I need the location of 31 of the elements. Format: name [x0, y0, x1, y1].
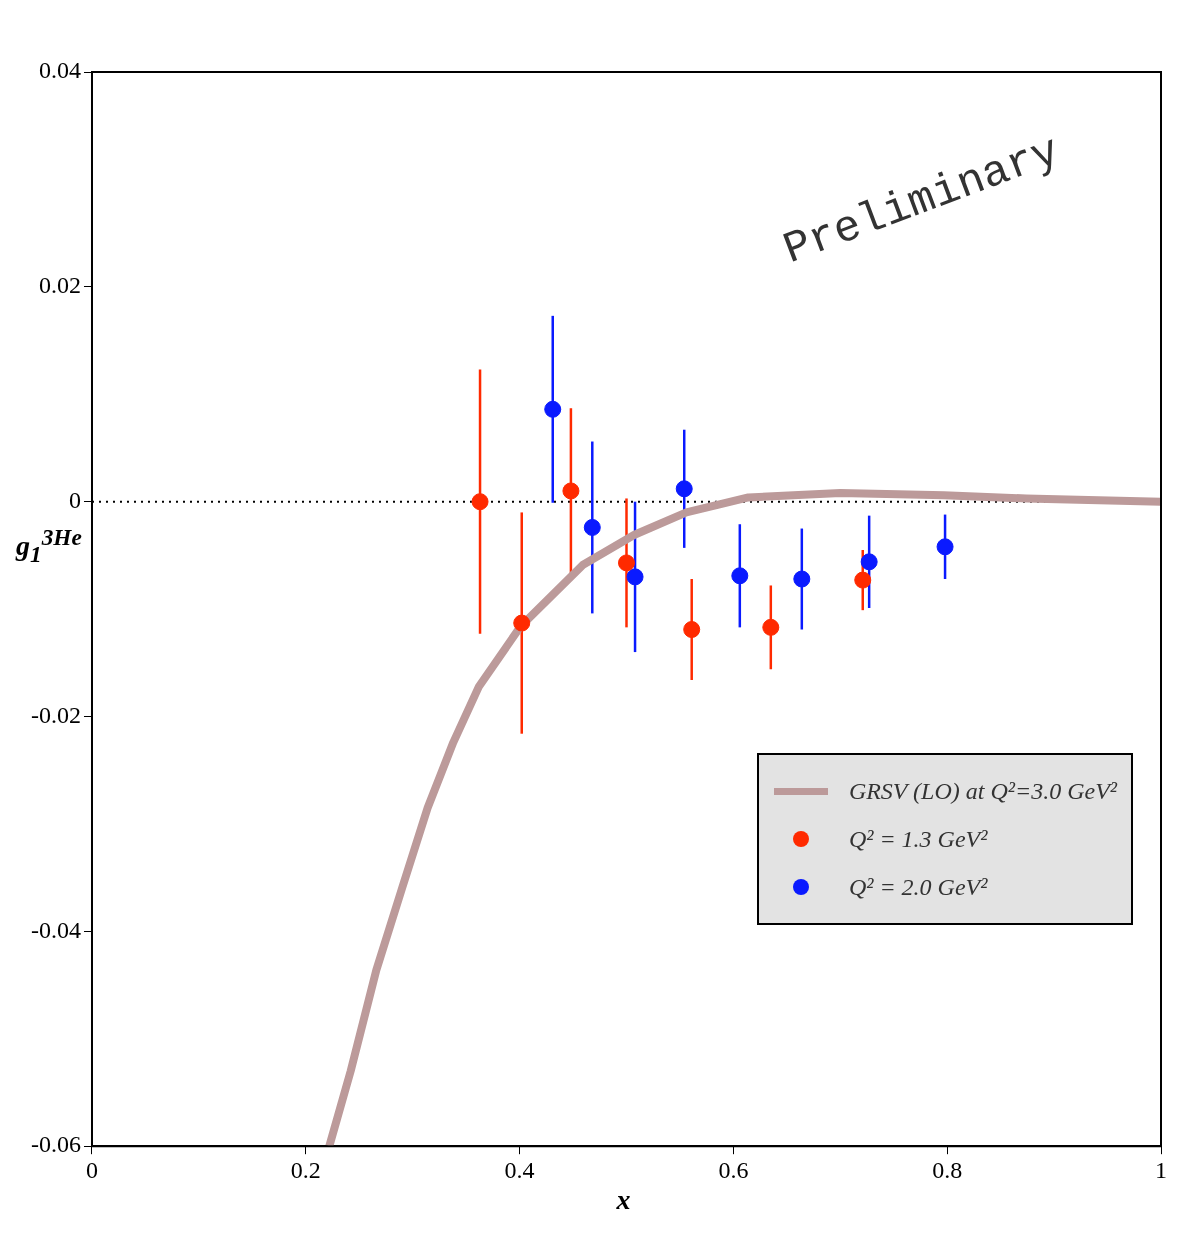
y-tick-label: 0.02	[38, 272, 81, 299]
point	[618, 554, 635, 572]
x-axis-title: x	[616, 1184, 631, 1217]
point	[793, 570, 811, 588]
point	[675, 480, 693, 498]
x-tick-label: 1	[1155, 1156, 1167, 1183]
point	[860, 553, 878, 571]
x-tick-label: 0.8	[932, 1156, 963, 1183]
point	[544, 400, 562, 418]
point	[471, 493, 489, 511]
point	[583, 518, 601, 536]
point	[762, 618, 780, 636]
y-tick-label: 0.04	[38, 57, 81, 84]
x-tick-label: 0.2	[290, 1156, 321, 1183]
y-tick-label: -0.04	[30, 916, 81, 943]
point	[683, 621, 701, 639]
y-tick-label: -0.06	[30, 1131, 81, 1158]
legend-label: Q² = 1.3 GeV²	[848, 825, 988, 853]
legend-label: GRSV (LO) at Q²=3.0 GeV²	[848, 777, 1117, 805]
x-tick-label: 0.6	[718, 1156, 749, 1183]
point	[626, 568, 644, 586]
point	[731, 567, 749, 585]
x-tick-label: 0.4	[504, 1156, 535, 1183]
point	[562, 482, 580, 500]
point	[854, 571, 872, 589]
legend-label: Q² = 2.0 GeV²	[848, 873, 988, 901]
point	[513, 614, 531, 632]
y-tick-label: -0.02	[30, 701, 81, 728]
point	[936, 538, 954, 556]
y-tick-label: 0	[68, 486, 81, 513]
x-tick-label: 0	[85, 1156, 98, 1183]
